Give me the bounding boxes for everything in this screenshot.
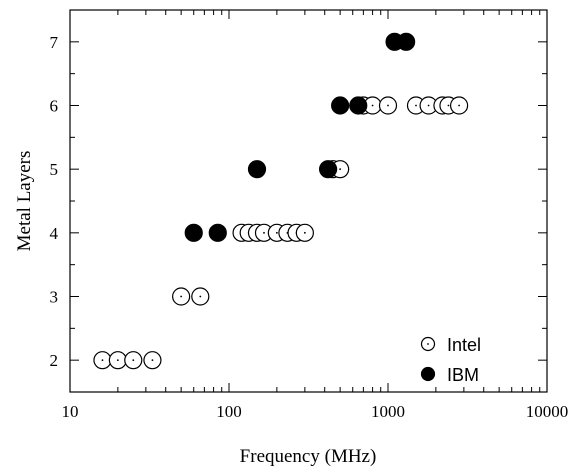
y-tick-label: 7 bbox=[50, 33, 59, 52]
point-intel-center-dot bbox=[263, 231, 265, 234]
legend-label-ibm: IBM bbox=[447, 365, 479, 385]
y-tick-label: 3 bbox=[50, 288, 59, 307]
point-intel-center-dot bbox=[447, 104, 450, 107]
legend-marker-ibm bbox=[420, 366, 436, 382]
point-intel-center-dot bbox=[458, 104, 460, 107]
point-intel-center-dot bbox=[275, 231, 278, 234]
y-tick-label: 5 bbox=[50, 160, 59, 179]
point-intel-center-dot bbox=[101, 359, 104, 362]
x-tick-label: 10 bbox=[62, 402, 79, 421]
legend-label-intel: Intel bbox=[447, 335, 481, 355]
point-intel-center-dot bbox=[303, 231, 306, 234]
point-ibm bbox=[184, 223, 203, 242]
y-axis-title: Metal Layers bbox=[14, 151, 35, 252]
point-intel-center-dot bbox=[371, 104, 374, 107]
x-axis-title: Frequency (MHz) bbox=[240, 446, 377, 467]
point-ibm bbox=[397, 32, 416, 51]
point-ibm bbox=[247, 160, 267, 179]
legend-marker-intel-dot bbox=[427, 343, 429, 345]
point-intel-center-dot bbox=[151, 359, 154, 362]
point-intel-center-dot bbox=[180, 295, 183, 298]
point-intel-center-dot bbox=[415, 104, 417, 107]
y-tick-label: 4 bbox=[50, 224, 59, 243]
axis-tick-labels: 10 100 1000 10000 2 3 4 5 6 7 bbox=[50, 33, 569, 421]
point-intel-center-dot bbox=[199, 295, 202, 298]
y-tick-label: 6 bbox=[50, 97, 59, 116]
point-ibm bbox=[331, 96, 350, 115]
point-ibm bbox=[349, 96, 368, 115]
legend: Intel IBM bbox=[420, 335, 481, 385]
point-intel-center-dot bbox=[339, 168, 342, 171]
point-intel-center-dot bbox=[132, 359, 135, 362]
axis-ticks bbox=[69, 9, 548, 393]
data-points bbox=[93, 32, 469, 370]
point-ibm bbox=[318, 160, 338, 179]
x-tick-label: 10000 bbox=[526, 402, 569, 421]
x-tick-label: 100 bbox=[216, 402, 242, 421]
point-intel-center-dot bbox=[387, 104, 389, 107]
point-ibm bbox=[208, 223, 227, 242]
point-intel-center-dot bbox=[116, 359, 119, 362]
y-tick-label: 2 bbox=[50, 351, 59, 370]
x-tick-label: 1000 bbox=[371, 402, 405, 421]
point-intel-center-dot bbox=[427, 104, 430, 107]
